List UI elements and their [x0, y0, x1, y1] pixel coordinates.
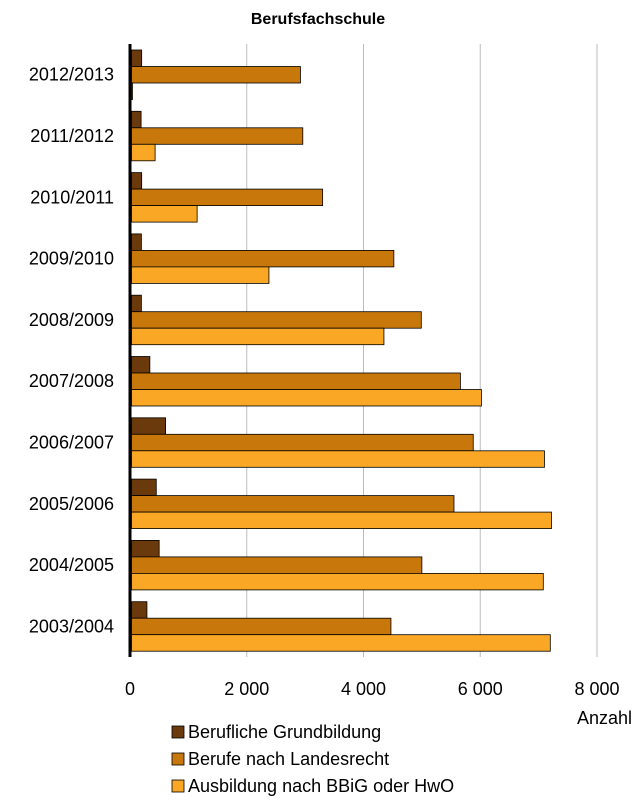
- bar-1-2003-2004: [131, 601, 148, 619]
- bar-2-2008-2009: [131, 311, 422, 329]
- bar-2-2010-2011: [131, 188, 324, 207]
- bar-3-2010-2011: [131, 205, 198, 223]
- x-tick-label: 4 000: [341, 679, 386, 699]
- x-tick-label: 2 000: [224, 679, 269, 699]
- bar-2-2012-2013: [131, 66, 301, 84]
- bar-3-2008-2009: [131, 327, 385, 346]
- bar-1-2004-2005: [131, 540, 160, 558]
- bars: [131, 49, 552, 652]
- bar-3-2006-2007: [131, 450, 545, 468]
- x-tick-label: 6 000: [458, 679, 503, 699]
- bar-3-2005-2006: [131, 511, 552, 529]
- x-tick-label: 8 000: [574, 679, 619, 699]
- bar-3-2011-2012: [131, 143, 156, 162]
- bar-1-2012-2013: [131, 49, 143, 67]
- bar-3-2012-2013: [131, 82, 133, 100]
- legend-label: Ausbildung nach BBiG oder HwO: [188, 776, 454, 796]
- bar-3-2004-2005: [131, 573, 544, 591]
- bar-1-2008-2009: [131, 294, 142, 313]
- bar-3-2003-2004: [131, 634, 551, 652]
- bar-1-2010-2011: [131, 172, 143, 190]
- category-label: 2003/2004: [29, 616, 114, 636]
- legend-swatch: [171, 725, 185, 739]
- bar-1-2011-2012: [131, 110, 142, 129]
- legend-label: Berufe nach Landesrecht: [188, 749, 389, 769]
- legend-swatch: [171, 752, 185, 766]
- category-label: 2008/2009: [29, 310, 114, 330]
- bar-1-2005-2006: [131, 478, 157, 497]
- category-label: 2007/2008: [29, 371, 114, 391]
- category-label: 2011/2012: [30, 126, 114, 146]
- bar-2-2005-2006: [131, 495, 455, 513]
- category-label: 2006/2007: [29, 432, 114, 452]
- category-label: 2009/2010: [29, 249, 114, 269]
- category-label: 2005/2006: [29, 494, 114, 514]
- bar-2-2006-2007: [131, 433, 474, 452]
- bar-2-2003-2004: [131, 617, 392, 636]
- bar-2-2009-2010: [131, 249, 395, 268]
- legend: Berufliche Grundbildung Berufe nach Lande…: [171, 722, 454, 796]
- x-tick-labels: 0 2 000 4 000 6 000 8 000: [125, 679, 620, 699]
- category-label: 2012/2013: [29, 65, 114, 85]
- category-label: 2004/2005: [29, 555, 114, 575]
- bar-2-2004-2005: [131, 556, 423, 574]
- legend-label: Berufliche Grundbildung: [188, 722, 381, 742]
- bar-1-2007-2008: [131, 356, 151, 374]
- category-label: 2010/2011: [30, 187, 114, 207]
- bar-1-2009-2010: [131, 233, 142, 251]
- x-axis-label: Anzahl: [577, 708, 632, 728]
- bar-3-2009-2010: [131, 266, 270, 284]
- gridlines: [246, 44, 598, 657]
- category-labels: 2012/2013 2011/2012 2010/2011 2009/2010 2008…: [29, 65, 114, 637]
- chart-title: Berufsfachschule: [251, 11, 385, 28]
- bar-1-2006-2007: [131, 417, 167, 435]
- bar-3-2007-2008: [131, 389, 482, 407]
- bar-2-2011-2012: [131, 127, 304, 145]
- x-tick-label: 0: [125, 679, 135, 699]
- bar-2-2007-2008: [131, 372, 461, 390]
- legend-swatch: [171, 779, 185, 793]
